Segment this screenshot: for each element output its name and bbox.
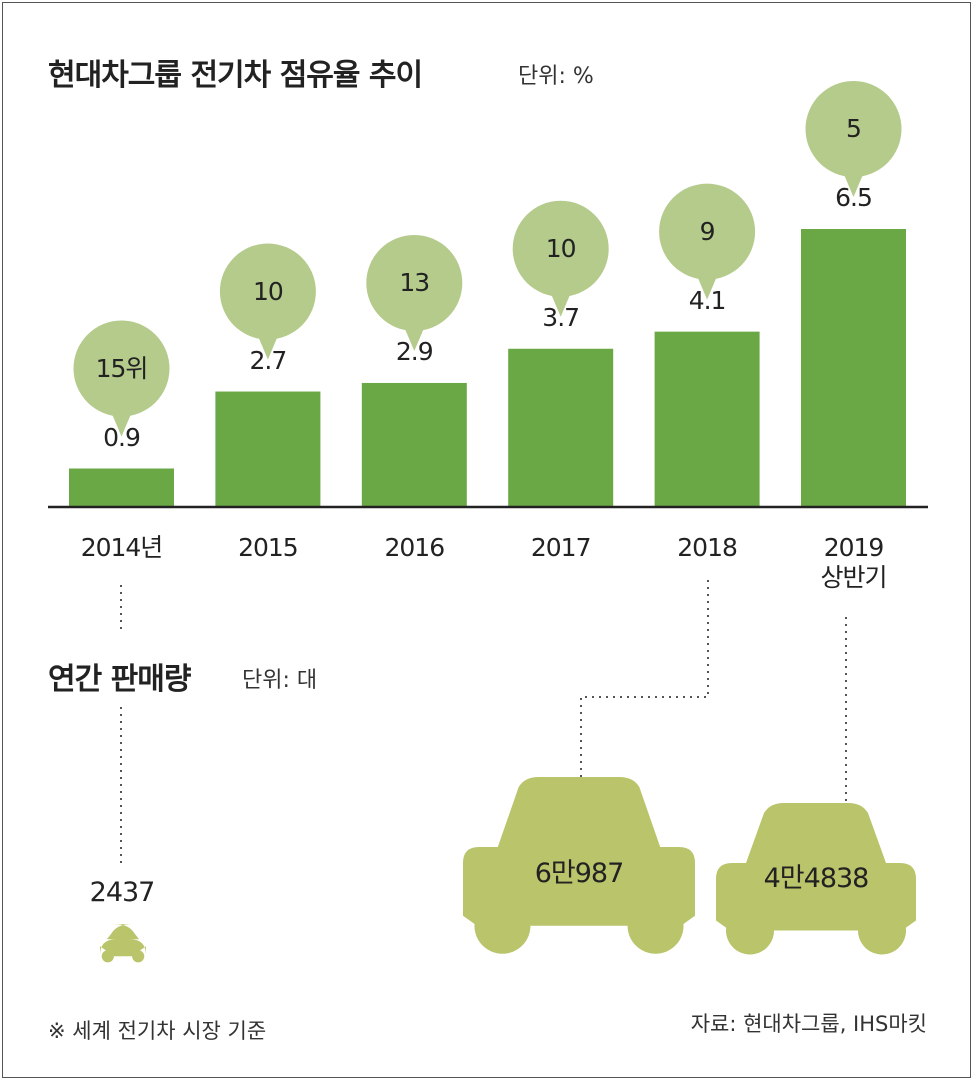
rank-label: 9: [699, 216, 716, 246]
speech-bubble-icon: [512, 200, 609, 317]
footnote: ※ 세계 전기차 시장 기준: [48, 1019, 267, 1043]
speech-bubble-icon: [366, 234, 463, 351]
bar-0: [69, 468, 174, 507]
speech-bubble-icon: [805, 81, 902, 197]
car-icon: [463, 777, 695, 954]
speech-bubble-icon: [659, 183, 756, 300]
bar-2: [361, 382, 467, 507]
category-label: 2018: [677, 533, 738, 562]
sales-title: 연간 판매량: [48, 662, 191, 697]
connector-line: [580, 580, 709, 777]
category-label: 2014년: [80, 533, 164, 562]
car-icon: [716, 803, 916, 955]
rank-label: 13: [399, 267, 430, 297]
value-label: 2.7: [249, 345, 288, 375]
value-label: 3.7: [542, 302, 580, 332]
value-label: 0.9: [103, 422, 141, 452]
value-label: 6.5: [835, 183, 873, 212]
car-icon: [100, 924, 146, 963]
sales-label: 2437: [89, 877, 156, 908]
source-note: 자료: 현대차그룹, IHS마킷: [690, 1012, 927, 1036]
value-label: 2.9: [395, 336, 434, 366]
bar-3: [508, 348, 614, 507]
category-label: 2016: [384, 533, 445, 562]
bar-5: [801, 229, 906, 507]
chart-unit-label: 단위: %: [518, 64, 594, 89]
speech-bubble-icon: [219, 243, 316, 360]
rank-label: 15위: [95, 353, 149, 383]
value-label: 4.1: [688, 285, 727, 315]
category-label: 2015: [238, 533, 299, 562]
sales-label: 4만4838: [763, 863, 870, 894]
rank-label: 5: [846, 114, 862, 143]
sales-unit-label: 단위: 대: [242, 668, 318, 693]
chart-title: 현대차그룹 전기차 점유율 추이: [48, 58, 423, 93]
rank-label: 10: [252, 276, 284, 306]
bar-1: [215, 391, 321, 507]
category-label: 2019 상반기: [820, 533, 887, 592]
sales-label: 6만987: [534, 858, 625, 889]
speech-bubble-icon: [73, 320, 170, 437]
rank-label: 10: [545, 233, 577, 263]
category-label: 2017: [530, 533, 592, 562]
bar-4: [654, 331, 760, 507]
